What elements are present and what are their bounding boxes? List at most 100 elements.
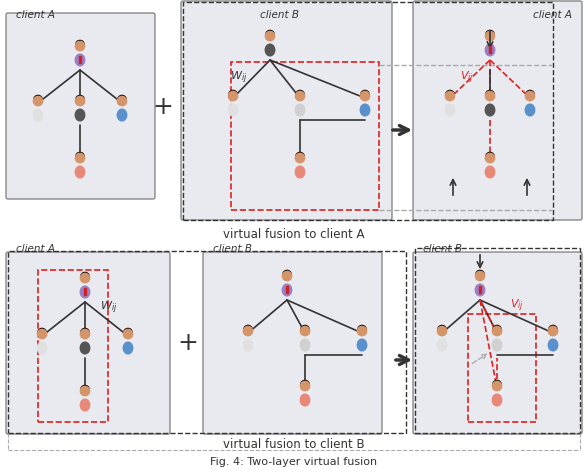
- Ellipse shape: [300, 394, 310, 406]
- Bar: [286, 287, 288, 293]
- Circle shape: [446, 90, 455, 99]
- Circle shape: [300, 326, 310, 336]
- Circle shape: [295, 153, 305, 163]
- Ellipse shape: [81, 286, 90, 298]
- Ellipse shape: [37, 342, 46, 354]
- Ellipse shape: [81, 342, 90, 354]
- Ellipse shape: [265, 44, 275, 56]
- Circle shape: [486, 90, 495, 99]
- Circle shape: [300, 380, 309, 389]
- Circle shape: [81, 329, 89, 337]
- Bar: [38, 270, 108, 422]
- FancyBboxPatch shape: [181, 1, 392, 220]
- Circle shape: [445, 92, 455, 101]
- Text: client A: client A: [16, 244, 55, 254]
- Ellipse shape: [243, 339, 253, 351]
- Circle shape: [123, 329, 132, 337]
- Circle shape: [243, 326, 253, 336]
- Ellipse shape: [485, 44, 495, 56]
- Circle shape: [525, 92, 534, 101]
- Circle shape: [282, 271, 292, 281]
- Ellipse shape: [548, 339, 558, 351]
- Circle shape: [81, 272, 89, 281]
- Circle shape: [229, 90, 238, 99]
- Circle shape: [81, 329, 90, 339]
- Ellipse shape: [492, 339, 502, 351]
- Circle shape: [75, 96, 85, 106]
- Ellipse shape: [358, 339, 367, 351]
- Circle shape: [437, 326, 447, 336]
- Circle shape: [549, 325, 557, 334]
- Circle shape: [358, 325, 366, 334]
- Circle shape: [300, 381, 310, 391]
- Circle shape: [486, 152, 495, 161]
- Ellipse shape: [75, 54, 85, 66]
- Text: +: +: [178, 331, 198, 355]
- Circle shape: [75, 42, 85, 51]
- Circle shape: [81, 387, 90, 396]
- Circle shape: [485, 153, 495, 163]
- Text: $V_{ij}$: $V_{ij}$: [460, 69, 474, 86]
- FancyBboxPatch shape: [203, 252, 382, 434]
- Circle shape: [485, 92, 495, 101]
- Ellipse shape: [228, 104, 238, 116]
- Circle shape: [475, 271, 485, 281]
- Circle shape: [283, 270, 291, 279]
- Circle shape: [492, 381, 502, 391]
- Ellipse shape: [282, 284, 292, 296]
- Ellipse shape: [445, 104, 455, 116]
- Ellipse shape: [475, 284, 485, 296]
- Bar: [84, 288, 86, 295]
- Bar: [8, 251, 406, 433]
- Bar: [183, 2, 553, 220]
- Ellipse shape: [300, 339, 310, 351]
- Ellipse shape: [81, 399, 90, 411]
- Circle shape: [296, 152, 305, 161]
- Ellipse shape: [525, 104, 534, 116]
- Circle shape: [118, 96, 126, 106]
- Circle shape: [476, 270, 485, 279]
- FancyBboxPatch shape: [6, 13, 155, 199]
- FancyBboxPatch shape: [413, 1, 582, 220]
- Circle shape: [123, 329, 133, 339]
- Ellipse shape: [492, 394, 502, 406]
- Circle shape: [76, 152, 84, 161]
- Text: Fig. 4: Two-layer virtual fusion: Fig. 4: Two-layer virtual fusion: [211, 457, 377, 467]
- Text: $W_{ij}$: $W_{ij}$: [100, 299, 117, 316]
- Text: virtual fusion to client B: virtual fusion to client B: [223, 438, 365, 451]
- Circle shape: [493, 325, 502, 334]
- Ellipse shape: [437, 339, 447, 351]
- Circle shape: [300, 325, 309, 334]
- FancyBboxPatch shape: [6, 252, 170, 434]
- Circle shape: [493, 380, 502, 389]
- Bar: [415, 248, 580, 433]
- Circle shape: [81, 273, 90, 283]
- Circle shape: [76, 95, 84, 104]
- Circle shape: [486, 30, 495, 39]
- Ellipse shape: [360, 104, 370, 116]
- Ellipse shape: [485, 104, 495, 116]
- Circle shape: [76, 41, 84, 49]
- Circle shape: [358, 326, 367, 336]
- Text: virtual fusion to client A: virtual fusion to client A: [223, 228, 365, 241]
- Circle shape: [118, 95, 126, 104]
- Ellipse shape: [123, 342, 133, 354]
- Circle shape: [34, 96, 43, 106]
- Ellipse shape: [34, 109, 43, 121]
- Circle shape: [360, 92, 370, 101]
- Ellipse shape: [75, 109, 85, 121]
- Bar: [489, 46, 490, 53]
- Ellipse shape: [117, 109, 127, 121]
- Bar: [231, 62, 379, 210]
- Circle shape: [265, 31, 275, 41]
- Bar: [79, 56, 81, 63]
- Text: client A: client A: [16, 10, 55, 20]
- Circle shape: [295, 92, 305, 101]
- Circle shape: [485, 31, 495, 41]
- Text: $V_{ij}$: $V_{ij}$: [510, 297, 524, 314]
- Circle shape: [549, 326, 557, 336]
- Text: client B: client B: [260, 10, 299, 20]
- Circle shape: [492, 326, 502, 336]
- Circle shape: [228, 92, 238, 101]
- Circle shape: [266, 30, 275, 39]
